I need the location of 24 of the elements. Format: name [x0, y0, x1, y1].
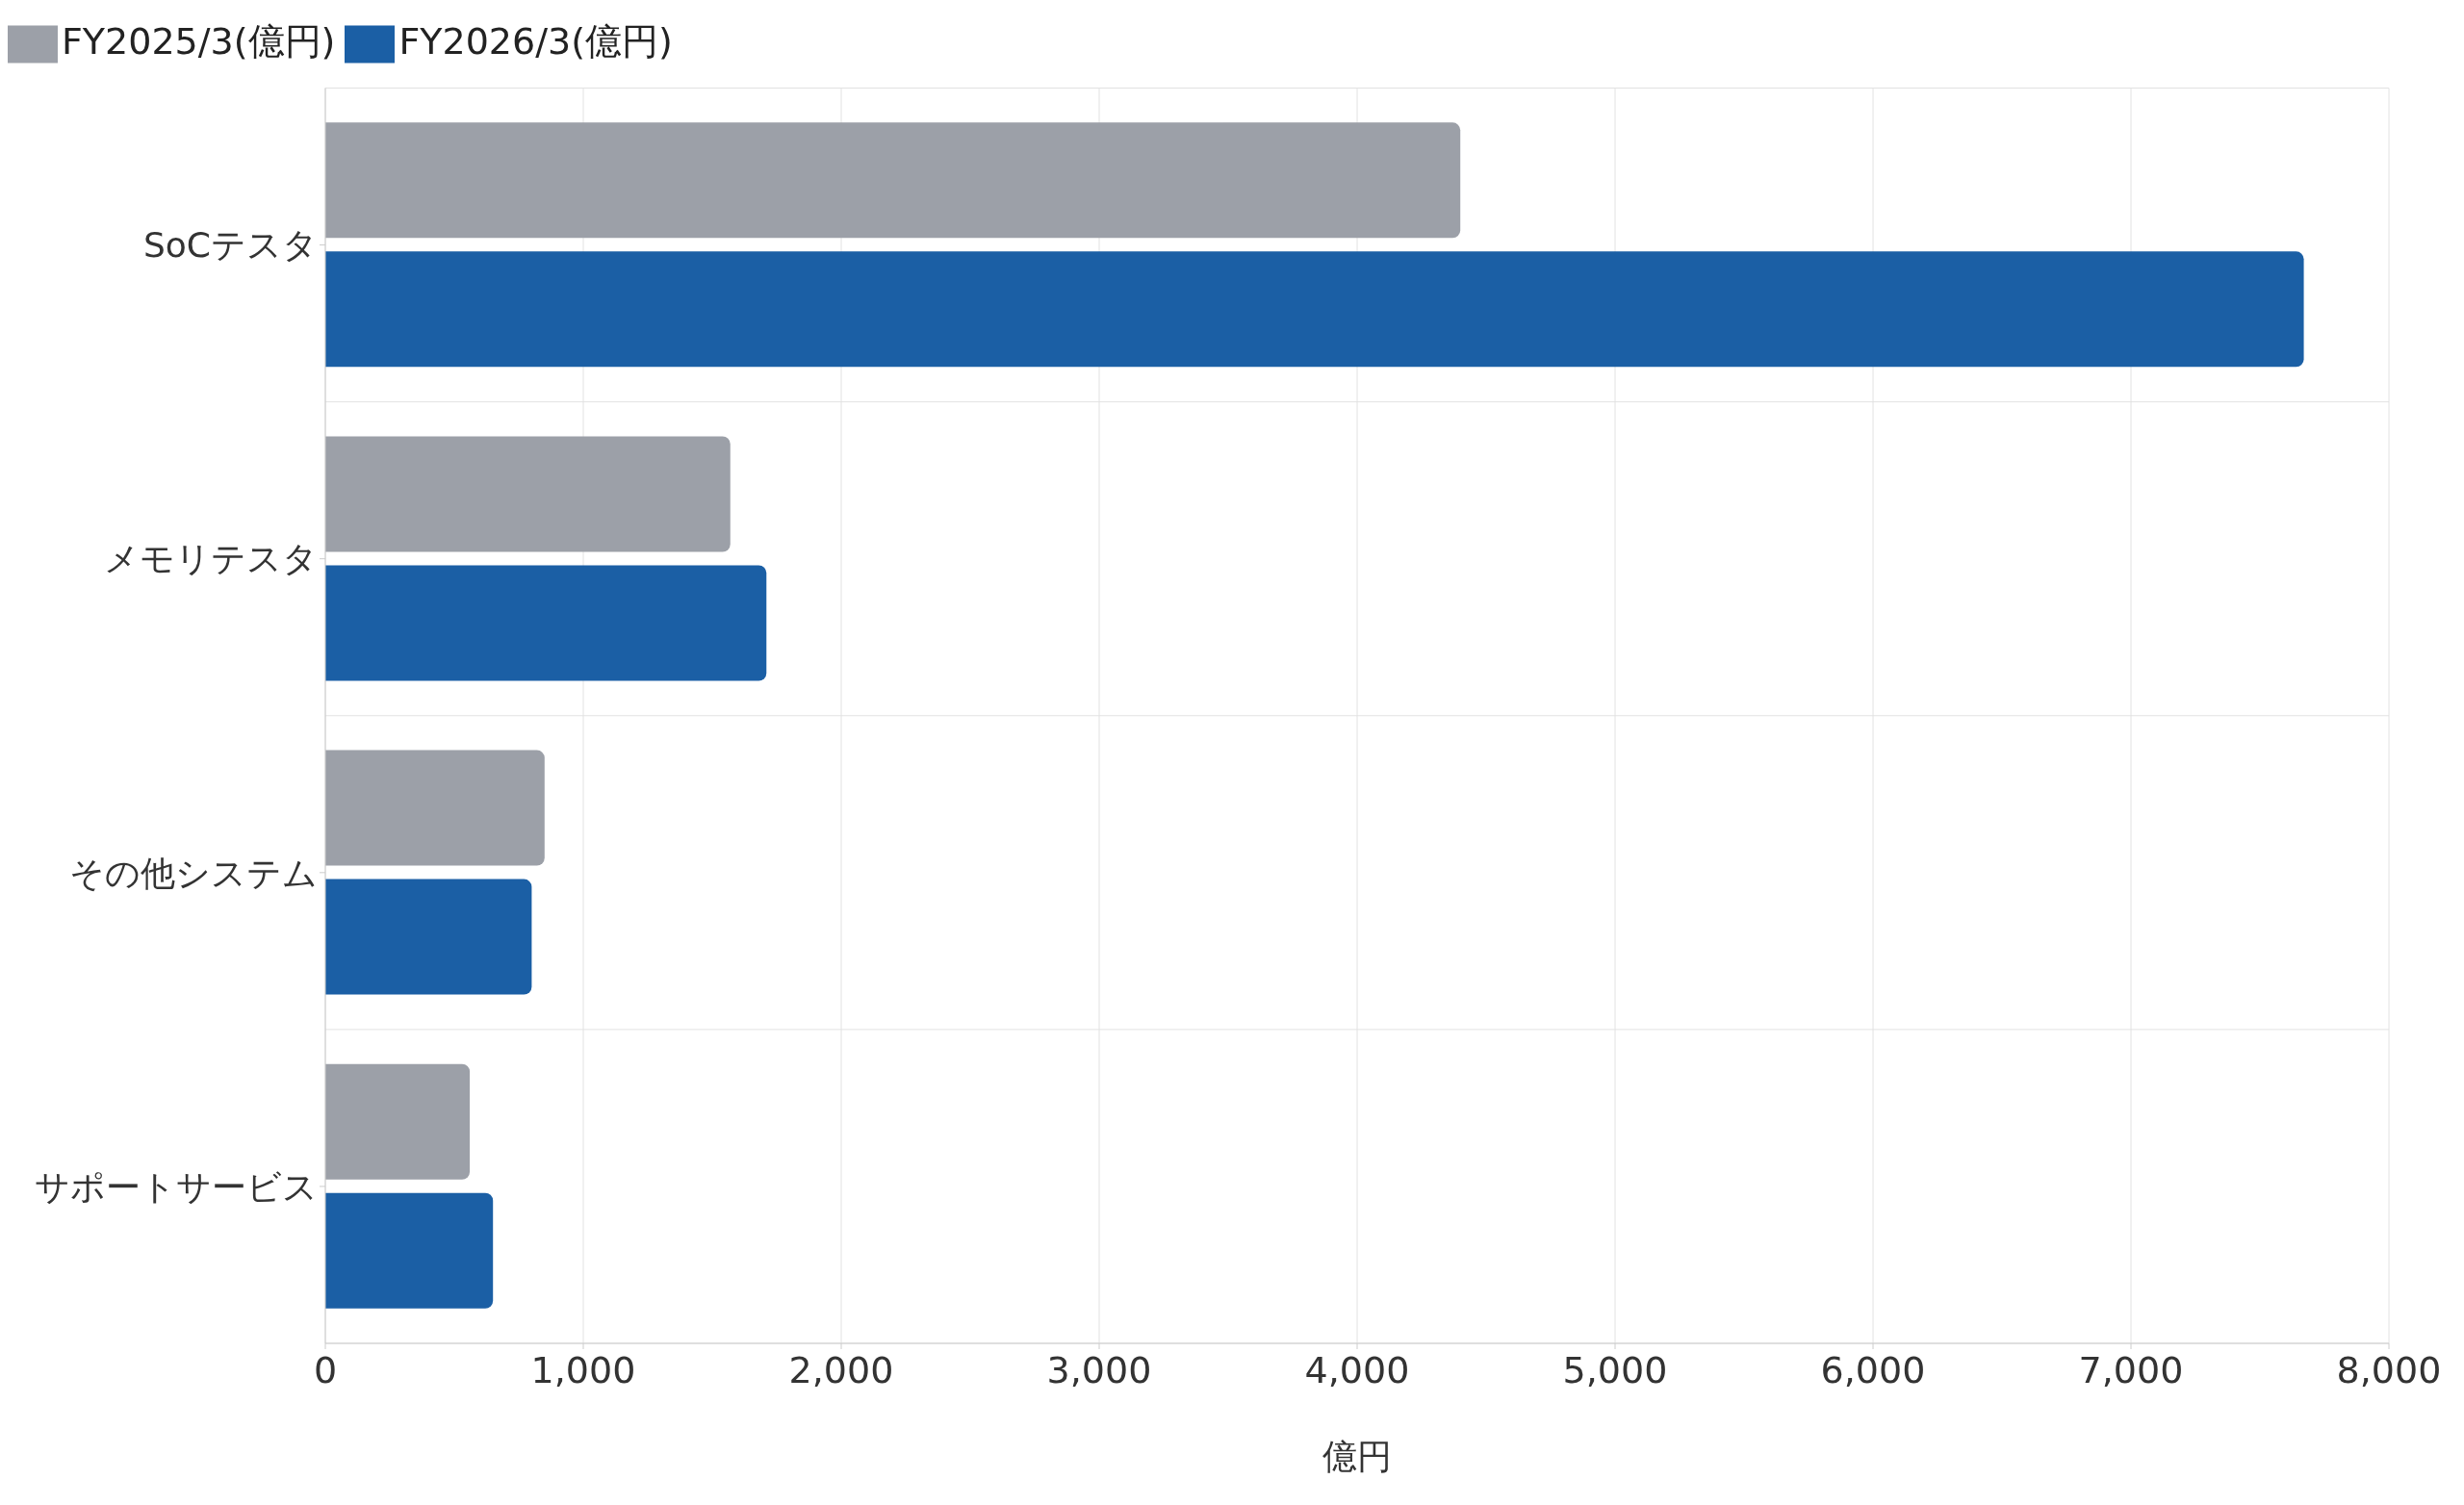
x-tick-label: 4,000	[1304, 1348, 1410, 1391]
x-tick-label: 8,000	[2336, 1348, 2442, 1391]
x-axis-title: 億円	[1322, 1437, 1392, 1476]
x-tick-label: 6,000	[1820, 1348, 1926, 1391]
x-tick-label: 7,000	[2078, 1348, 2184, 1391]
y-tick-label: SoCテスタ	[142, 225, 318, 266]
bar	[325, 122, 1461, 239]
x-tick-label: 0	[313, 1348, 338, 1391]
x-tick-label: 5,000	[1562, 1348, 1668, 1391]
legend-label: FY2026/3(億円)	[398, 20, 673, 63]
bar	[325, 436, 731, 552]
legend-label: FY2025/3(億円)	[62, 20, 336, 63]
y-tick-label: サポートサービス	[35, 1166, 318, 1207]
y-tick-label: メモリテスタ	[104, 539, 318, 579]
x-tick-label: 3,000	[1046, 1348, 1152, 1391]
bar	[325, 879, 532, 995]
bar	[325, 251, 2304, 368]
x-tick-label: 1,000	[530, 1348, 636, 1391]
bar	[325, 750, 545, 866]
bar	[325, 565, 767, 681]
y-tick-label: その他システム	[69, 853, 318, 893]
x-tick-label: 2,000	[788, 1348, 894, 1391]
bar	[325, 1192, 494, 1309]
bar	[325, 1063, 471, 1180]
